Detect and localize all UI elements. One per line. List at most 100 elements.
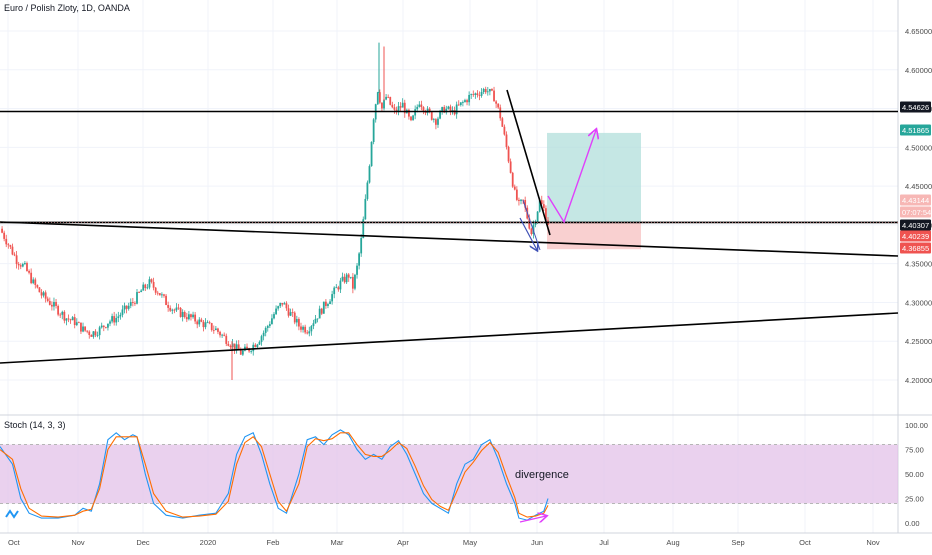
candle-body	[129, 302, 132, 306]
candle-body	[430, 111, 433, 120]
candle-body	[136, 292, 138, 304]
candle-body	[21, 264, 24, 267]
candle-body	[329, 301, 331, 305]
candle-body	[131, 302, 134, 303]
stoch-tick-label: 50.00	[905, 470, 924, 479]
candle-body	[279, 302, 282, 307]
candle-body	[241, 350, 244, 355]
tradingview-logo-icon	[5, 509, 19, 519]
candle-body	[312, 323, 315, 327]
candle-body	[219, 331, 221, 336]
time-tick-label: Mar	[331, 538, 344, 547]
candle-body	[90, 335, 93, 337]
candle-body	[509, 161, 512, 173]
candle-body	[61, 311, 64, 315]
candle-body	[542, 204, 545, 209]
stoch-series-d	[0, 432, 549, 518]
time-tick-label: Oct	[8, 538, 21, 547]
candle-body	[233, 343, 236, 351]
candle-body	[474, 93, 477, 95]
candle-body	[530, 228, 533, 235]
candle-body	[17, 263, 20, 266]
candle-body	[368, 166, 371, 183]
price-tick-label: 4.50000	[905, 143, 932, 152]
candle-body	[480, 92, 483, 96]
candle-body	[84, 326, 87, 331]
candle-body	[343, 276, 346, 283]
candle-body	[119, 314, 122, 317]
candle-body	[73, 317, 76, 326]
candle-body	[397, 106, 400, 112]
candle-body	[507, 146, 510, 162]
candle-body	[46, 298, 49, 301]
candle-body	[318, 308, 321, 319]
candle-body	[266, 326, 269, 328]
candle-body	[121, 309, 124, 315]
stoch-tick-label: 0.00	[905, 519, 920, 528]
candle-body	[100, 325, 103, 328]
candle-body	[271, 318, 273, 325]
candles	[1, 86, 549, 357]
candle-body	[310, 326, 313, 332]
candle-body	[283, 303, 286, 305]
price-tick-label: 4.25000	[905, 337, 932, 346]
candle-body	[391, 104, 394, 108]
candle-body	[229, 345, 232, 347]
candle-body	[545, 208, 547, 221]
candle-body	[403, 102, 406, 114]
candle-body	[337, 287, 340, 290]
candle-body	[109, 321, 111, 324]
candle-body	[376, 92, 379, 105]
candle-body	[187, 314, 190, 320]
candle-body	[439, 110, 441, 119]
candle-body	[127, 305, 130, 309]
candle-body	[497, 103, 500, 108]
price-tick-label: 4.20000	[905, 376, 932, 385]
candle-body	[40, 292, 43, 296]
candle-body	[459, 102, 462, 105]
upper-support-trendline	[0, 221, 899, 257]
candle-body	[345, 274, 348, 283]
candle-body	[117, 316, 120, 318]
candle-body	[192, 314, 194, 318]
candle-body	[268, 324, 271, 327]
time-tick-label: Sep	[731, 538, 744, 547]
candle-body	[505, 134, 508, 147]
candle-body	[77, 322, 80, 324]
candle-body	[55, 301, 57, 306]
candle-body	[528, 218, 531, 229]
candle-body	[9, 245, 12, 247]
candle-body	[511, 172, 514, 187]
candle-body	[493, 90, 495, 102]
price-label: 4.43144	[902, 196, 929, 205]
candle-body	[140, 290, 143, 293]
candle-body	[254, 344, 257, 347]
candle-body	[331, 294, 334, 302]
descending-trendline	[506, 89, 551, 236]
candle-body	[26, 263, 28, 271]
candle-body	[167, 305, 170, 308]
candle-body	[264, 327, 267, 333]
candle-body	[111, 316, 113, 322]
candle-body	[385, 96, 387, 100]
candle-body	[470, 94, 473, 95]
candle-body	[144, 284, 147, 288]
candle-body	[277, 306, 280, 309]
candle-body	[217, 328, 219, 332]
candle-body	[19, 265, 22, 267]
price-label-bg	[900, 206, 931, 218]
candle-body	[383, 99, 385, 109]
candle-body	[447, 106, 450, 109]
down-arrow	[519, 217, 537, 250]
projection-arrow	[547, 130, 596, 224]
price-label-bg	[900, 219, 931, 231]
candle-body	[466, 100, 468, 103]
price-label: 4.51865	[902, 126, 929, 135]
candle-body	[146, 287, 149, 289]
candle-body	[171, 309, 174, 311]
candle-body	[422, 107, 425, 112]
candle-body	[30, 272, 33, 284]
candle-body	[208, 322, 211, 324]
